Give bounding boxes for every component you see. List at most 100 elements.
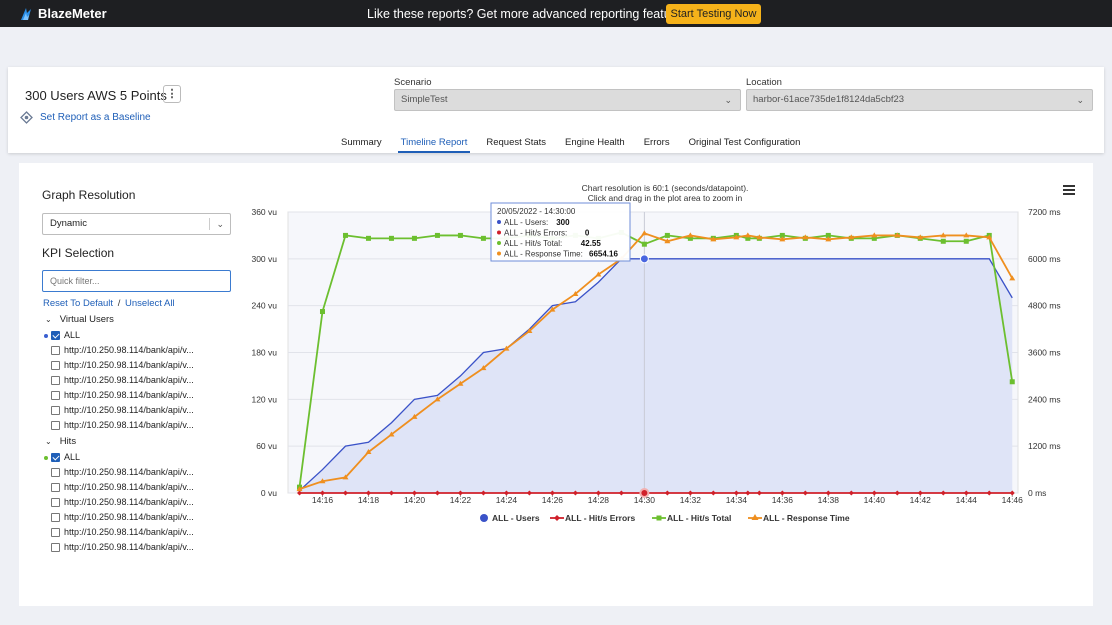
hovered-users-point <box>639 254 649 264</box>
data-point <box>641 241 647 247</box>
data-point <box>365 490 371 496</box>
chart-menu-icon[interactable] <box>1063 185 1075 195</box>
start-testing-button[interactable]: Start Testing Now <box>666 4 761 24</box>
brand-name: BlazeMeter <box>38 6 107 21</box>
series-color-dot <box>44 334 48 338</box>
group-virtual-users[interactable]: ⌄ Virtual Users <box>45 314 114 325</box>
kpi-item[interactable]: http://10.250.98.114/bank/api/v... <box>51 482 194 492</box>
checkbox[interactable] <box>51 497 60 507</box>
data-point <box>917 490 923 496</box>
kpi-item[interactable]: http://10.250.98.114/bank/api/v... <box>51 390 194 400</box>
data-point <box>940 232 947 238</box>
scenario-select[interactable]: SimpleTest ⌄ <box>394 89 741 111</box>
kpi-item[interactable]: http://10.250.98.114/bank/api/v... <box>51 360 194 370</box>
kpi-item[interactable]: http://10.250.98.114/bank/api/v... <box>51 420 194 430</box>
brand-logo[interactable]: BlazeMeter <box>18 5 107 22</box>
set-baseline-link[interactable]: Set Report as a Baseline <box>20 111 151 124</box>
kpi-all-users[interactable]: ALL <box>51 330 80 340</box>
reset-to-default-link[interactable]: Reset To Default <box>43 298 114 309</box>
tooltip-value: 0 <box>585 229 590 238</box>
kpi-item[interactable]: http://10.250.98.114/bank/api/v... <box>51 527 194 537</box>
more-options-button[interactable]: ⋮ <box>163 85 181 103</box>
data-point <box>744 232 751 238</box>
resolution-select[interactable]: Dynamic ⌄ <box>42 213 231 235</box>
tooltip-dot <box>497 241 501 245</box>
chevron-down-icon: ⌄ <box>1076 95 1084 105</box>
chevron-down-icon: ⌄ <box>216 219 224 229</box>
checkbox[interactable] <box>51 345 60 355</box>
data-point <box>480 490 486 496</box>
tooltip-box <box>490 202 631 262</box>
checkbox[interactable] <box>51 512 60 522</box>
quick-filter-input[interactable] <box>42 270 231 292</box>
tab-engine-health[interactable]: Engine Health <box>565 137 625 148</box>
kpi-item[interactable]: http://10.250.98.114/bank/api/v... <box>51 497 194 507</box>
data-point <box>342 232 348 238</box>
chart-subtitle: Chart resolution is 60:1 (seconds/datapo… <box>582 183 749 193</box>
data-point <box>319 490 325 496</box>
kpi-item[interactable]: http://10.250.98.114/bank/api/v... <box>51 345 194 355</box>
hovered-errors-point <box>639 488 650 498</box>
x-tick-label: 14:24 <box>496 495 518 505</box>
x-tick-label: 14:40 <box>864 495 886 505</box>
data-point <box>342 490 348 496</box>
checkbox[interactable] <box>51 527 60 537</box>
checkbox[interactable] <box>51 360 60 370</box>
data-point <box>848 234 855 240</box>
x-tick-label: 14:38 <box>818 495 840 505</box>
tooltip-label: ALL - Hit/s Total: <box>504 239 562 248</box>
x-tick-label: 14:16 <box>312 495 334 505</box>
checkbox[interactable] <box>51 452 60 462</box>
data-point <box>595 490 601 496</box>
data-point <box>779 232 785 238</box>
data-point <box>319 478 326 484</box>
data-point <box>779 236 786 242</box>
kpi-item[interactable]: http://10.250.98.114/bank/api/v... <box>51 512 194 522</box>
scenario-label: Scenario <box>394 77 432 88</box>
checkbox[interactable] <box>51 375 60 385</box>
data-point <box>1009 379 1015 385</box>
kpi-item[interactable]: http://10.250.98.114/bank/api/v... <box>51 405 194 415</box>
checkbox[interactable] <box>51 405 60 415</box>
data-point <box>871 232 878 238</box>
tab-summary[interactable]: Summary <box>341 137 382 148</box>
data-point <box>664 232 670 238</box>
location-select[interactable]: harbor-61ace735de1f8124da5cbf23 ⌄ <box>746 89 1093 111</box>
tab-original-test-configuration[interactable]: Original Test Configuration <box>688 137 801 148</box>
data-point <box>365 235 371 241</box>
tab-errors[interactable]: Errors <box>643 137 670 148</box>
checkbox[interactable] <box>51 467 60 477</box>
x-tick-label: 14:44 <box>956 495 978 505</box>
kpi-item[interactable]: http://10.250.98.114/bank/api/v... <box>51 467 194 477</box>
kpi-label: http://10.250.98.114/bank/api/v... <box>64 467 194 477</box>
kpi-item[interactable]: http://10.250.98.114/bank/api/v... <box>51 542 194 552</box>
top-bar: BlazeMeter Like these reports? Get more … <box>0 0 1112 27</box>
checkbox[interactable] <box>51 482 60 492</box>
legend-marker <box>554 515 560 521</box>
tab-timeline-report[interactable]: Timeline Report <box>397 135 471 153</box>
data-point <box>710 490 716 496</box>
x-tick-label: 14:36 <box>772 495 794 505</box>
data-point <box>457 490 463 496</box>
select-divider <box>209 218 210 230</box>
checkbox[interactable] <box>51 330 60 340</box>
timeline-chart[interactable]: 0 vu 60 vu 120 vu 180 vu 240 vu 300 vu 360 vu 0… <box>242 180 1062 540</box>
checkbox[interactable] <box>51 420 60 430</box>
kpi-label: http://10.250.98.114/bank/api/v... <box>64 512 194 522</box>
x-tick-label: 14:26 <box>542 495 564 505</box>
set-baseline-label: Set Report as a Baseline <box>40 112 151 123</box>
x-tick-label: 14:34 <box>726 495 748 505</box>
kpi-item[interactable]: http://10.250.98.114/bank/api/v... <box>51 375 194 385</box>
group-hits[interactable]: ⌄ Hits <box>45 436 76 447</box>
kpi-label: http://10.250.98.114/bank/api/v... <box>64 405 194 415</box>
chevron-down-icon: ⌄ <box>45 315 52 324</box>
tooltip-dot <box>497 220 501 224</box>
data-point <box>388 235 394 241</box>
checkbox[interactable] <box>51 542 60 552</box>
chart-subtitle: Click and drag in the plot area to zoom … <box>588 193 743 203</box>
kpi-label: http://10.250.98.114/bank/api/v... <box>64 527 194 537</box>
unselect-all-link[interactable]: Unselect All <box>124 298 175 309</box>
checkbox[interactable] <box>51 390 60 400</box>
kpi-all-hits[interactable]: ALL <box>51 452 80 462</box>
tab-request-stats[interactable]: Request Stats <box>486 137 547 148</box>
